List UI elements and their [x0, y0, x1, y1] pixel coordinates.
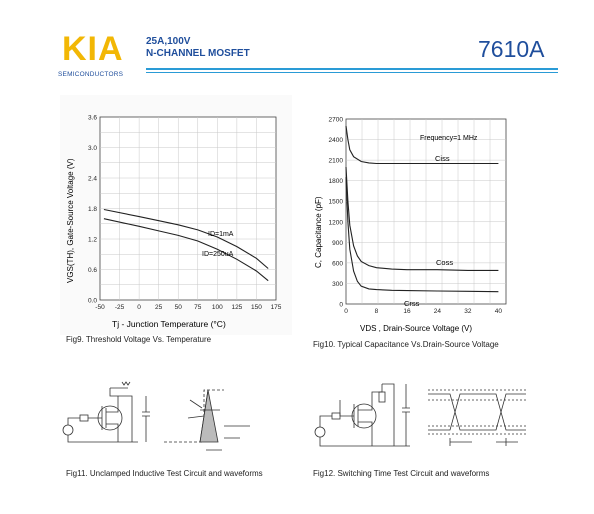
waveform-arrows: [187, 399, 222, 451]
x-tick-label: -50: [95, 304, 105, 311]
series-line-id-250ua: [103, 218, 269, 282]
x-tick-label: 25: [155, 304, 163, 311]
x-tick-label: -25: [115, 304, 125, 311]
header-rule-thin: [146, 72, 558, 73]
capacitor-icon: [142, 396, 150, 442]
x-tick-label: 150: [251, 304, 262, 311]
resistor-icon: [79, 414, 89, 422]
y-axis-label: VGS(TH), Gate-Source Voltage (V): [66, 158, 75, 283]
fig11-caption: Fig11. Unclamped Inductive Test Circuit …: [66, 469, 263, 478]
x-axis-label: Tj - Junction Temperature (°C): [112, 319, 226, 329]
y-tick-label: 0: [339, 302, 343, 309]
company-logo-subtitle: SEMICONDUCTORS: [58, 71, 124, 78]
y-tick-label: 2100: [329, 158, 344, 165]
fig12-caption: Fig12. Switching Time Test Circuit and w…: [313, 469, 490, 478]
frequency-annotation: Frequency=1 MHz: [420, 135, 478, 142]
y-tick-label: 900: [332, 240, 343, 247]
x-tick-label: 50: [175, 304, 183, 311]
y-tick-label: 3.6: [88, 115, 97, 122]
series-label-250ua: ID=250uA: [202, 251, 234, 258]
gate-resistor-icon: [331, 412, 341, 420]
capacitor-icon: [402, 384, 410, 446]
y-tick-label: 1200: [329, 219, 344, 226]
y-tick-label: 1500: [329, 199, 344, 206]
chart-ticks: 0 8 16 24 32 40 0 300 600 900 1200 1500 1800 2100 2400…: [329, 117, 503, 316]
timing-markers: [449, 438, 518, 446]
company-logo: KIA: [62, 30, 124, 68]
chart-series: [345, 125, 499, 293]
switching-waveform: [428, 389, 526, 446]
avalanche-waveform: [164, 389, 250, 451]
y-tick-label: 2700: [329, 117, 344, 124]
y-tick-label: 1800: [329, 178, 344, 185]
chart-grid: [99, 116, 277, 301]
x-tick-label: 125: [231, 304, 242, 311]
vds-vgs-traces: [428, 393, 526, 431]
x-tick-label: 40: [495, 308, 503, 315]
x-tick-label: 0: [344, 308, 348, 315]
load-resistor-icon: [378, 391, 386, 403]
y-tick-label: 0.6: [88, 267, 97, 274]
x-tick-label: 100: [212, 304, 223, 311]
capacitance-chart: 0 8 16 24 32 40 0 300 600 900 1200 1500 1800 2100 2400…: [314, 117, 507, 333]
series-line-ciss: [345, 125, 499, 165]
series-label-1ma: ID=1mA: [208, 231, 234, 238]
y-tick-label: 1.8: [88, 206, 97, 213]
x-tick-label: 8: [375, 308, 379, 315]
y-tick-label: 1.2: [88, 237, 97, 244]
y-axis-label: C, Capacitance (pF): [314, 196, 323, 268]
y-tick-label: 0.0: [88, 298, 97, 305]
inductor-icon: [121, 381, 131, 386]
x-tick-label: 32: [464, 308, 472, 315]
x-tick-label: 75: [194, 304, 202, 311]
pulse-source-icon: [314, 426, 326, 438]
mosfet-icon: [97, 405, 123, 431]
y-tick-label: 300: [332, 281, 343, 288]
x-tick-label: 175: [271, 304, 282, 311]
chart-ticks: -50 -25 0 25 50 75 100 125 150 175 0.0 0.6 1.2 1.8 2.4…: [88, 115, 282, 312]
series-label-coss: Coss: [436, 258, 453, 267]
reference-levels: [428, 389, 526, 435]
circuit-wiring: [319, 383, 410, 447]
x-axis-label: VDS , Drain-Source Voltage (V): [360, 324, 472, 333]
device-type-title: N-CHANNEL MOSFET: [146, 48, 250, 59]
y-tick-label: 2400: [329, 137, 344, 144]
header-rule: [146, 68, 558, 70]
x-tick-label: 0: [137, 304, 141, 311]
circuit-wiring: [67, 387, 138, 443]
y-tick-label: 600: [332, 260, 343, 267]
y-tick-label: 2.4: [88, 176, 97, 183]
chart-grid: [345, 118, 507, 305]
series-label-crss: Crss: [404, 299, 420, 308]
unclamped-inductive-test-circuit: [62, 381, 150, 443]
x-tick-label: 24: [434, 308, 442, 315]
rating-title: 25A,100V: [146, 36, 191, 47]
x-tick-label: 16: [403, 308, 411, 315]
series-line-coss: [345, 166, 499, 271]
threshold-voltage-chart: -50 -25 0 25 50 75 100 125 150 175 0.0 0.6 1.2 1.8 2.4…: [60, 95, 292, 335]
series-line-crss: [345, 177, 499, 293]
fig10-caption: Fig10. Typical Capacitance Vs.Drain-Sour…: [313, 340, 499, 349]
series-line-id-1ma: [103, 208, 269, 269]
y-tick-label: 3.0: [88, 145, 97, 152]
mosfet-icon: [351, 403, 377, 429]
series-label-ciss: Ciss: [435, 154, 450, 163]
chart-series: [103, 208, 269, 282]
fig9-caption: Fig9. Threshold Voltage Vs. Temperature: [66, 335, 212, 344]
part-number: 7610A: [478, 36, 545, 62]
switching-time-test-circuit: [314, 383, 410, 447]
pulse-source-icon: [62, 424, 74, 436]
